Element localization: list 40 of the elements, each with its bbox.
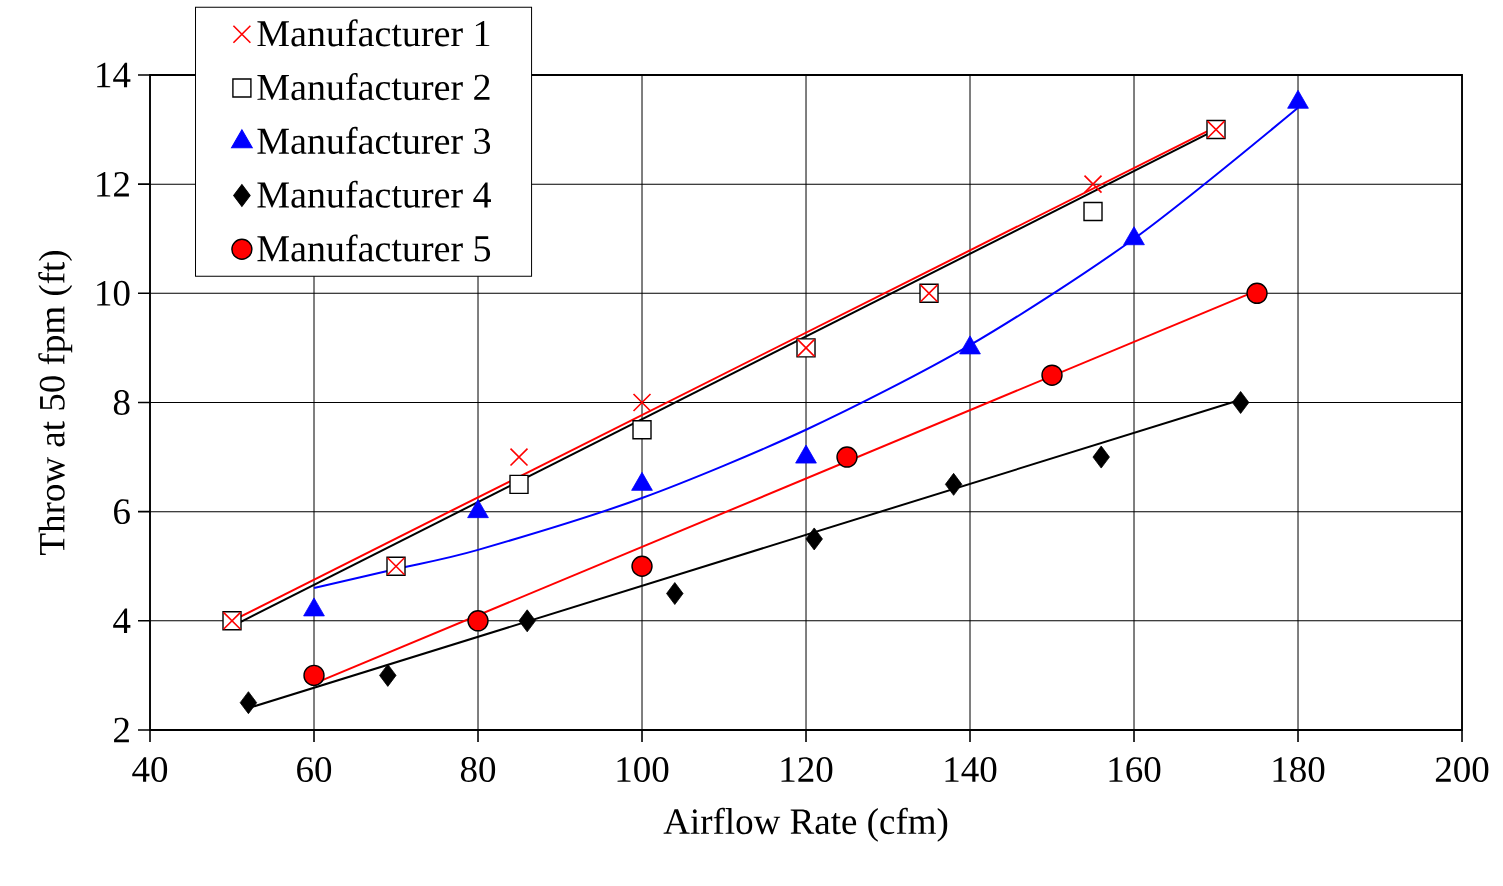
point [518, 609, 536, 633]
point [805, 527, 823, 551]
point [509, 474, 529, 495]
point [1041, 364, 1063, 386]
point [239, 691, 258, 715]
y-tick-label: 14 [97, 62, 131, 88]
point [379, 664, 397, 687]
point [467, 610, 489, 632]
point [1092, 445, 1110, 469]
y-tick-label: 12 [97, 171, 129, 197]
legend-label: Manufacturer 3 [257, 126, 491, 155]
point [944, 472, 963, 496]
x-axis-title: Airflow Rate (cfm) [663, 807, 948, 842]
x-tick-label: 200 [1435, 757, 1489, 783]
x-tick-label: 40 [132, 757, 168, 783]
legend-label: Manufacturer 5 [257, 234, 491, 262]
x-tick-label: 120 [781, 757, 833, 783]
point [1246, 282, 1268, 305]
point [1083, 201, 1103, 222]
x-tick-label: 80 [460, 757, 496, 783]
point [303, 664, 325, 687]
y-tick-label: 6 [114, 499, 130, 525]
legend-label: Manufacturer 4 [257, 180, 491, 208]
point [631, 555, 653, 577]
point [666, 582, 684, 605]
y-tick-label: 2 [114, 717, 129, 743]
point [1231, 391, 1250, 414]
point [836, 446, 858, 468]
x-tick-label: 160 [1109, 757, 1161, 783]
x-tick-label: 140 [945, 757, 997, 783]
legend-label: Manufacturer 2 [257, 73, 490, 101]
legend-label: Manufacturer 1 [257, 19, 490, 47]
x-tick-label: 100 [617, 757, 669, 783]
x-tick-label: 180 [1273, 757, 1325, 783]
y-tick-label: 8 [113, 389, 130, 415]
y-axis-title: Throw at 50 fpm (ft) [38, 250, 73, 555]
y-tick-label: 4 [113, 608, 131, 633]
point [632, 420, 652, 440]
y-tick-label: 10 [97, 280, 130, 306]
x-tick-label: 60 [297, 757, 332, 783]
